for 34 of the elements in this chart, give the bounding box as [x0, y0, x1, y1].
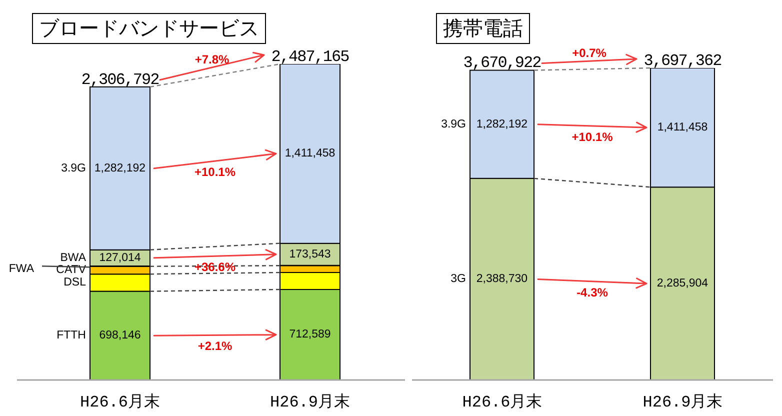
- annotation: +2.1%: [198, 339, 233, 354]
- annotation: +10.1%: [194, 165, 236, 180]
- annotation: -4.3%: [576, 285, 608, 300]
- series-label: 3.9G: [441, 118, 466, 130]
- total-label: 2,487,165: [271, 48, 350, 66]
- x-tick-label: H26.6月末: [80, 392, 160, 412]
- data-label: 2,285,904: [656, 278, 709, 290]
- series-label: FTTH: [56, 330, 86, 342]
- data-label: 127,014: [99, 252, 142, 264]
- data-label: 1,411,458: [657, 122, 708, 134]
- text: +0.7%: [572, 46, 607, 60]
- annotation: +7.8%: [194, 52, 230, 66]
- total-label: 3,670,922: [463, 54, 542, 72]
- data-label: 698,146: [99, 330, 141, 342]
- series-label: 3.9G: [61, 162, 86, 174]
- chart-title: 携帯電話: [436, 13, 530, 44]
- x-tick-label: H26.9月末: [642, 392, 723, 412]
- total-label: 3,697,362: [644, 52, 722, 70]
- x-tick-label: H26.9月末: [270, 392, 350, 412]
- annotation: +10.1%: [572, 130, 614, 144]
- annotation: +36.6%: [194, 260, 236, 274]
- x-tick-label: H26.6月末: [462, 392, 542, 412]
- data-label: 2,388,730: [476, 273, 528, 286]
- series-label: 3G: [450, 273, 466, 286]
- data-label: 1,282,192: [476, 118, 528, 130]
- text: FWA: [8, 263, 34, 276]
- series-label: BWA: [60, 252, 86, 264]
- chart-title: ブロードバンドサービス: [32, 13, 266, 44]
- data-label: 712,589: [289, 328, 331, 341]
- data-label: 1,282,192: [94, 162, 146, 174]
- data-label: 1,411,458: [284, 148, 336, 160]
- total-label: 2,306,792: [81, 70, 160, 89]
- data-label: 173,543: [289, 248, 331, 260]
- series-label: DSL: [64, 276, 87, 289]
